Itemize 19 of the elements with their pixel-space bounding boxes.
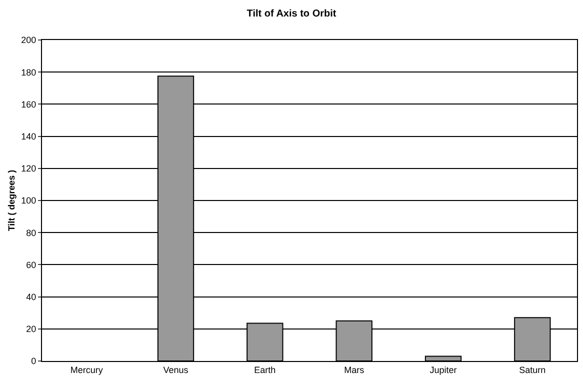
x-tick-label: Mercury xyxy=(70,364,104,375)
y-tick-label: 100 xyxy=(21,196,36,206)
y-tick-label: 80 xyxy=(26,228,36,238)
x-tick-label: Saturn xyxy=(519,364,546,375)
y-axis-title: Tilt ( degrees ) xyxy=(6,170,17,232)
x-tick-label: Mars xyxy=(344,364,365,375)
y-tick-label: 0 xyxy=(31,356,36,366)
y-tick-label: 20 xyxy=(26,324,36,334)
x-tick-label: Earth xyxy=(254,364,276,375)
y-tick-label: 160 xyxy=(21,99,36,110)
y-tick-label: 120 xyxy=(21,164,36,174)
x-tick-label: Venus xyxy=(163,364,189,375)
y-tick-label: 180 xyxy=(21,67,36,78)
y-tick-label: 200 xyxy=(21,35,36,46)
x-tick-label: Jupiter xyxy=(430,364,457,375)
chart-title: Tilt of Axis to Orbit xyxy=(246,8,337,20)
y-tick-label: 40 xyxy=(26,292,36,302)
y-tick-label: 140 xyxy=(21,131,36,142)
y-tick-label: 60 xyxy=(26,260,36,270)
